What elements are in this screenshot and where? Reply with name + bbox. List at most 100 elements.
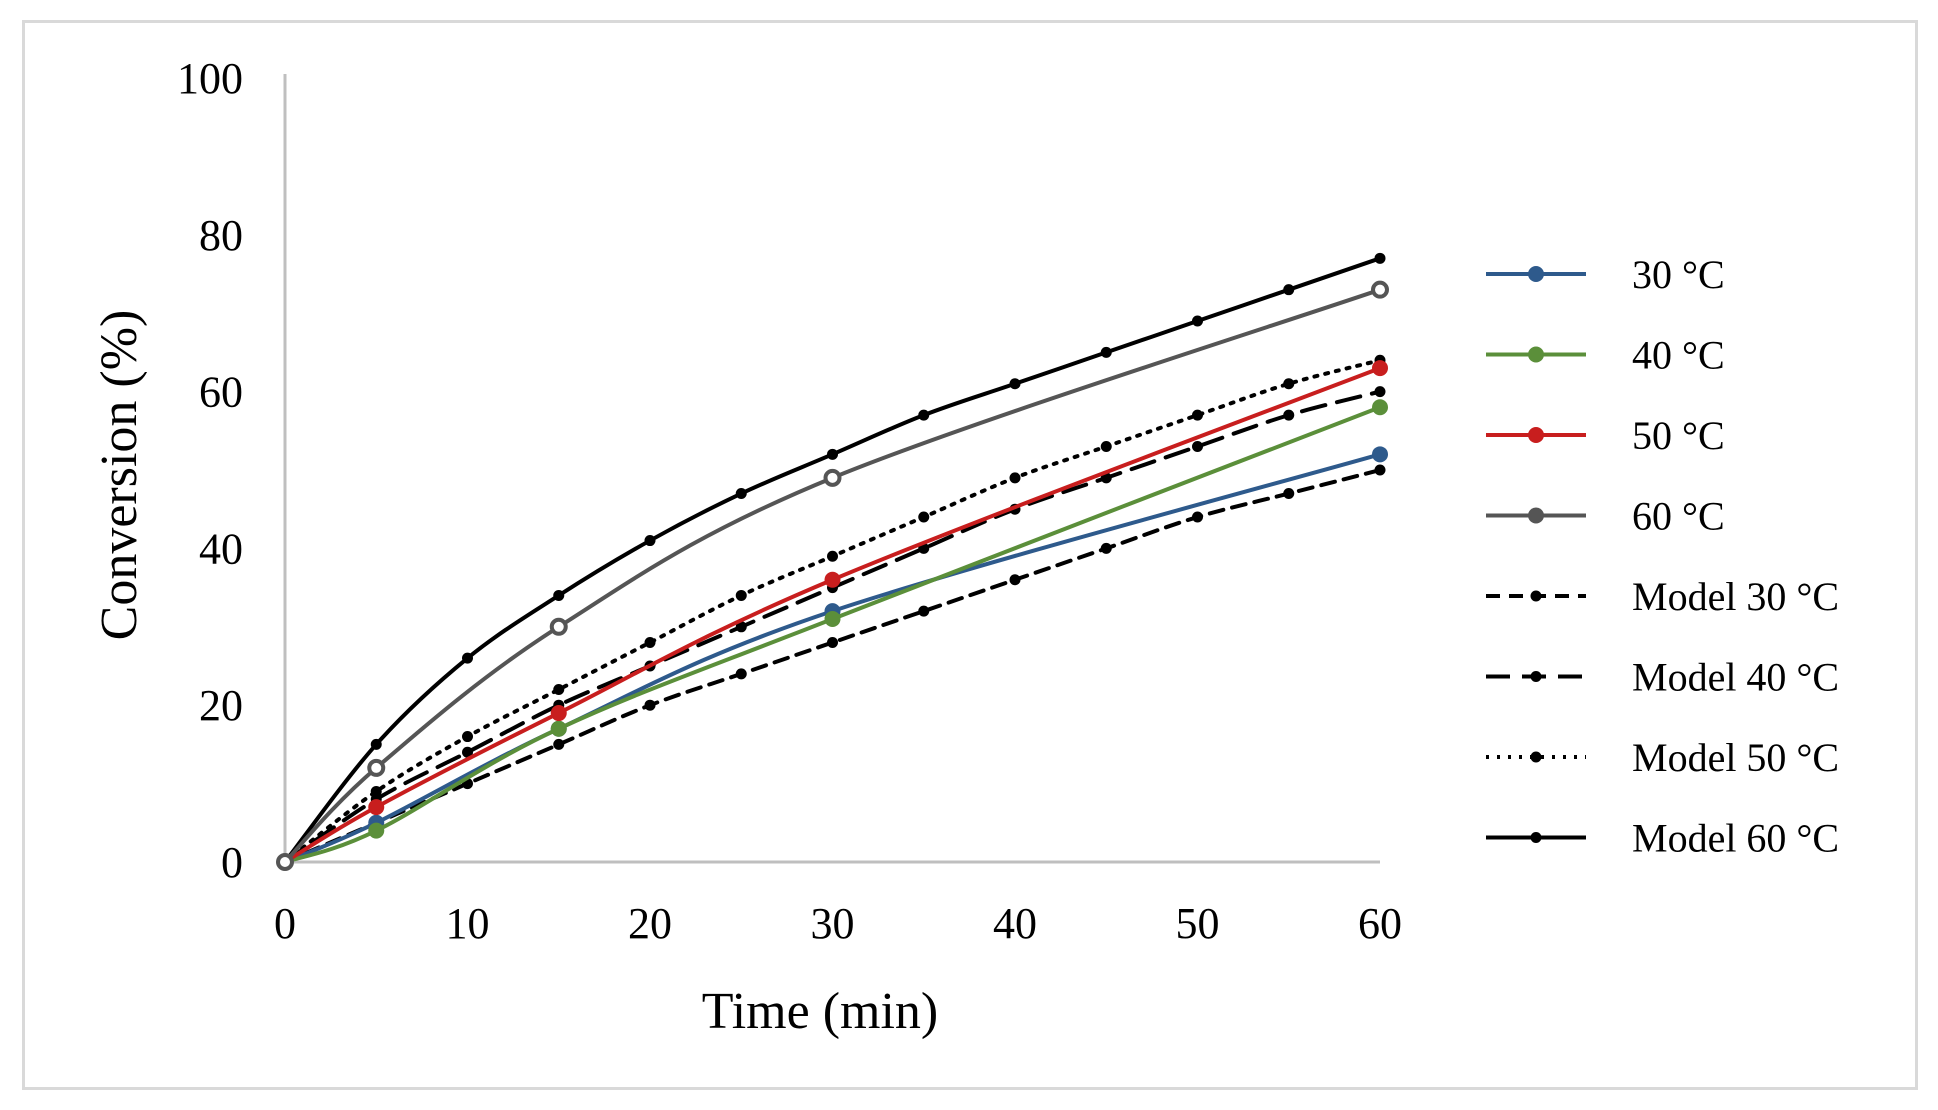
data-point [370,738,382,750]
data-point [550,720,567,737]
data-point [1283,284,1295,296]
data-point [735,668,747,680]
legend-label: 50 °C [1632,413,1725,458]
data-point [1283,488,1295,500]
legend-label: Model 60 °C [1632,816,1839,861]
x-tick-label: 0 [274,899,296,948]
data-point [1374,386,1386,398]
legend-item-30-c: 30 °C [1486,252,1725,297]
legend-item-60-c: 60 °C [1486,494,1725,539]
legend-item-model-50-c: Model 50 °C [1486,735,1839,780]
y-tick-label: 60 [199,368,243,417]
legend-swatch-marker [1528,427,1544,443]
legend-item-40-c: 40 °C [1486,333,1725,378]
data-point [827,448,838,460]
legend-item-model-30-c: Model 30 °C [1486,574,1839,619]
data-point [368,822,385,839]
series-model-30-c [279,464,1386,868]
legend-swatch-marker [1530,590,1542,602]
series-50-c [277,360,1388,870]
data-point [1100,440,1112,452]
legend-label: Model 30 °C [1632,574,1839,619]
data-point [368,799,385,816]
x-tick-label: 60 [1358,899,1402,948]
data-point [644,699,656,711]
data-point [1100,346,1112,358]
series-40-c [277,399,1388,870]
data-point [549,617,568,636]
x-axis-title: Time (min) [702,983,938,1040]
data-point [1192,409,1203,421]
data-point [827,636,838,648]
data-point [553,738,565,750]
data-point [823,468,842,487]
data-point [1372,399,1388,416]
data-point [550,705,567,722]
data-point [462,731,473,743]
legend-item-50-c: 50 °C [1486,413,1725,458]
data-point [1372,360,1388,377]
series-model-60-c [279,252,1386,868]
y-tick-label: 0 [221,838,243,887]
legend-label: 60 °C [1632,494,1725,539]
series-line-30-c [283,452,1382,864]
y-axis-title: Conversion (%) [91,310,148,641]
legend-label: 40 °C [1632,333,1725,378]
legend-swatch-marker [1528,266,1544,282]
series-layer [276,252,1389,871]
data-point [918,511,930,523]
data-point [1374,252,1386,264]
y-tick-label: 80 [199,211,243,260]
data-point [1009,472,1021,484]
data-point [735,589,747,601]
data-point [1009,574,1021,586]
data-point [1100,542,1112,554]
data-point [644,535,656,547]
data-point [1192,440,1203,452]
legend: 30 °C 40 °C 50 °C 60 °C Model 30 °C Model 40 … [1486,252,1839,861]
data-point [918,605,930,617]
y-tick-label: 100 [177,54,243,103]
data-point [644,636,656,648]
data-point [1283,378,1295,390]
series-line-model-30-c [283,468,1382,864]
legend-swatch-marker [1528,507,1544,524]
data-point [276,853,294,871]
data-point [1009,378,1021,390]
legend-item-model-60-c: Model 60 °C [1486,816,1839,861]
data-point [462,652,473,664]
x-tick-label: 20 [628,899,672,948]
legend-label: 30 °C [1632,252,1725,297]
data-point [1283,409,1295,421]
data-point [918,409,930,421]
series-60-c [276,280,1389,871]
data-point [462,746,473,758]
legend-label: Model 40 °C [1632,655,1839,700]
x-tick-label: 50 [1176,899,1220,948]
data-point [824,571,841,588]
data-point [1192,315,1203,327]
x-tick-label: 40 [993,899,1037,948]
data-point [735,488,747,500]
data-point [735,621,747,633]
legend-swatch-marker [1530,671,1542,682]
data-point [1372,446,1388,463]
data-point [827,550,838,562]
y-tick-label: 20 [199,681,243,730]
data-point [824,610,841,627]
legend-item-model-40-c: Model 40 °C [1486,655,1839,700]
legend-label: Model 50 °C [1632,735,1839,780]
legend-swatch-marker [1530,751,1542,763]
data-point [1192,511,1203,523]
chart-frame [22,20,1918,1090]
data-point [367,758,386,777]
data-point [1374,464,1386,476]
x-tick-label: 30 [811,899,855,948]
legend-swatch-marker [1530,832,1542,843]
data-point [370,785,382,797]
data-point [553,589,565,601]
y-tick-label: 40 [199,524,243,573]
legend-swatch-marker [1528,346,1544,363]
x-tick-label: 10 [446,899,490,948]
